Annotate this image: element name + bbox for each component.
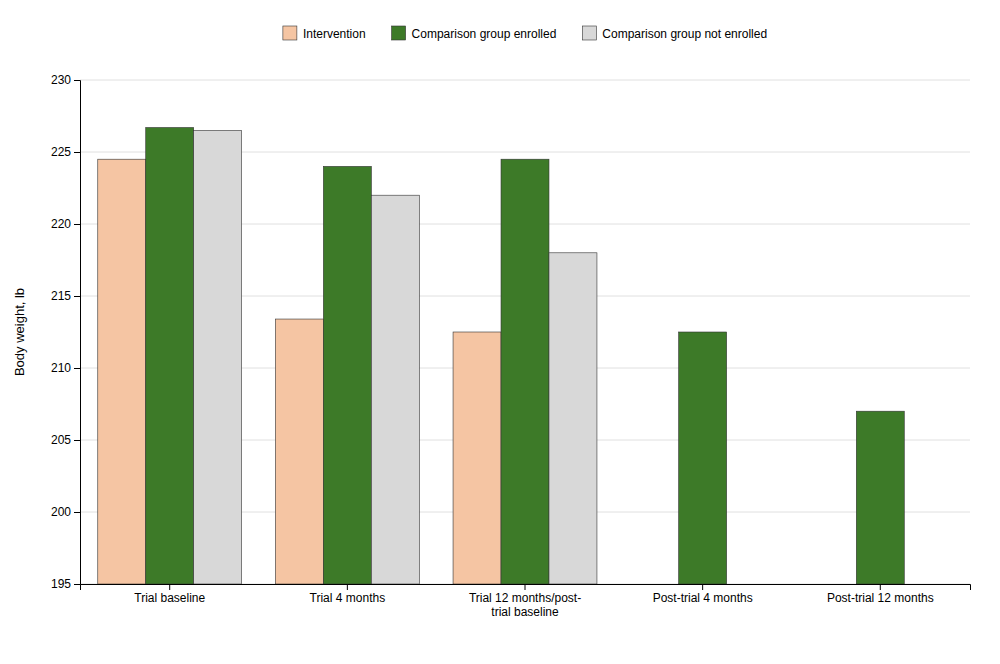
y-tick-label: 220 xyxy=(51,217,71,231)
legend-label: Comparison group not enrolled xyxy=(602,27,767,41)
bar xyxy=(323,166,371,584)
x-tick-label-line: trial baseline xyxy=(491,605,559,619)
y-tick-label: 205 xyxy=(51,433,71,447)
legend-swatch xyxy=(392,26,406,40)
x-tick-mark xyxy=(880,584,881,590)
y-axis: 195 200 205 210 215 220 225 230 xyxy=(51,73,81,591)
bar xyxy=(146,128,194,584)
y-tick-mark xyxy=(74,584,80,585)
y-tick-mark xyxy=(74,152,80,153)
x-tick-mark xyxy=(169,584,170,590)
y-tick: 195 xyxy=(51,577,80,591)
x-tick-label-line: Trial baseline xyxy=(134,591,205,605)
bar xyxy=(275,319,323,584)
y-tick-mark xyxy=(74,440,80,441)
x-tick-label: Post-trial 4 months xyxy=(653,591,753,605)
x-axis: Trial baseline Trial 4 months Trial 12 mon… xyxy=(81,584,971,619)
x-tick-mark xyxy=(347,584,348,590)
chart: 195200205210215220225230Trial baselineTr… xyxy=(0,0,1000,664)
y-tick-label: 210 xyxy=(51,361,71,375)
y-tick: 225 xyxy=(51,145,80,159)
x-axis-line xyxy=(81,585,971,591)
grid xyxy=(80,80,970,584)
y-tick-mark xyxy=(74,296,80,297)
grid-line xyxy=(80,80,970,81)
y-tick-mark xyxy=(74,368,80,369)
x-tick-label-line: Post-trial 12 months xyxy=(827,591,934,605)
bar xyxy=(549,253,597,584)
bar xyxy=(679,332,727,584)
legend-item: Comparison group enrolled xyxy=(392,26,557,41)
y-tick: 205 xyxy=(51,433,80,447)
y-tick: 200 xyxy=(51,505,80,519)
x-tick-label: Trial 4 months xyxy=(310,591,386,605)
bar xyxy=(194,130,242,584)
x-tick: Trial 4 months xyxy=(310,584,386,605)
bar xyxy=(856,411,904,584)
x-tick-label-line: Trial 4 months xyxy=(310,591,386,605)
bar xyxy=(98,159,146,584)
x-tick-mark xyxy=(525,584,526,590)
y-tick-mark xyxy=(74,80,80,81)
y-axis-line xyxy=(74,81,81,585)
legend-swatch xyxy=(283,26,297,40)
legend-label: Intervention xyxy=(303,27,366,41)
y-tick-mark xyxy=(74,224,80,225)
x-tick-label-line: Trial 12 months/post- xyxy=(469,591,581,605)
y-tick-label: 195 xyxy=(51,577,71,591)
y-tick: 230 xyxy=(51,73,80,87)
legend: Intervention Comparison group enrolled Com… xyxy=(283,26,767,41)
x-tick-mark xyxy=(702,584,703,590)
bar xyxy=(453,332,501,584)
x-tick-label: Post-trial 12 months xyxy=(827,591,934,605)
bar xyxy=(371,195,419,584)
legend-label: Comparison group enrolled xyxy=(412,27,557,41)
y-tick-label: 215 xyxy=(51,289,71,303)
y-tick: 220 xyxy=(51,217,80,231)
y-tick-label: 200 xyxy=(51,505,71,519)
y-tick-label: 230 xyxy=(51,73,71,87)
y-tick-mark xyxy=(74,512,80,513)
y-axis-title: Body weight, lb xyxy=(12,288,27,376)
y-tick-label: 225 xyxy=(51,145,71,159)
legend-item: Intervention xyxy=(283,26,366,41)
y-tick: 215 xyxy=(51,289,80,303)
bars xyxy=(98,128,905,584)
x-tick: Post-trial 12 months xyxy=(827,584,934,605)
legend-item: Comparison group not enrolled xyxy=(582,26,767,41)
x-tick: Trial 12 months/post-trial baseline xyxy=(469,584,581,619)
plot: 195200205210215220225230Trial baselineTr… xyxy=(51,73,971,619)
x-tick: Trial baseline xyxy=(134,584,205,605)
x-tick-label-line: Post-trial 4 months xyxy=(653,591,753,605)
x-tick-label: Trial 12 months/post-trial baseline xyxy=(469,591,581,619)
y-tick: 210 xyxy=(51,361,80,375)
bar xyxy=(501,159,549,584)
legend-swatch xyxy=(582,26,596,40)
x-tick: Post-trial 4 months xyxy=(653,584,753,605)
x-tick-label: Trial baseline xyxy=(134,591,205,605)
